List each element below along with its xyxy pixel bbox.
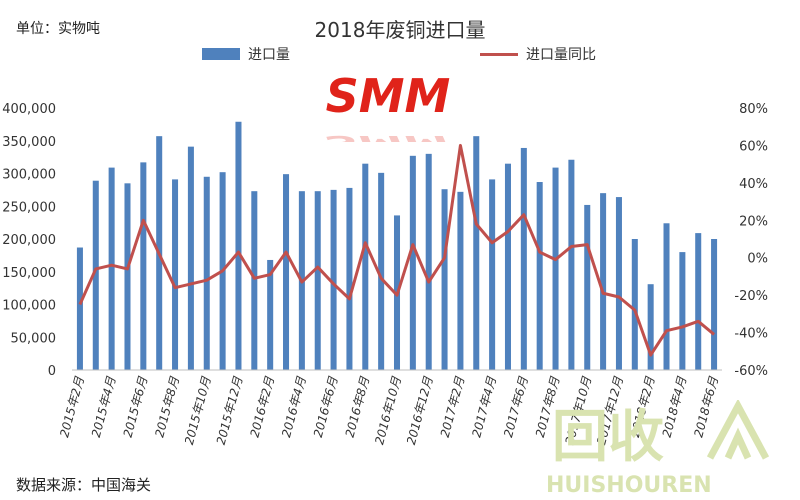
bar [203, 176, 210, 370]
legend-item-line: 进口量同比 [480, 44, 596, 64]
y-left-tick-label: 250,000 [2, 200, 56, 215]
y-left-tick-label: 350,000 [2, 135, 56, 150]
bar [346, 187, 353, 370]
y-left-tick-label: 50,000 [11, 331, 57, 346]
bar [695, 233, 702, 370]
bar [187, 146, 194, 370]
x-tick-label: 2015年4月 [89, 374, 119, 439]
x-tick-label: 2015年8月 [152, 374, 182, 439]
bar [330, 189, 337, 370]
watermark-text-en: HUISHOUREN [546, 473, 712, 496]
y-right-tick-label: 40% [739, 177, 768, 192]
x-tick-label: 2015年6月 [121, 374, 151, 439]
legend-item-bar: 进口量 [202, 44, 290, 64]
y-right-tick-label: -60% [734, 364, 768, 379]
legend-label-line: 进口量同比 [526, 47, 596, 63]
x-tick-label: 2015年12月 [214, 374, 246, 446]
x-tick-label: 2016年2月 [247, 374, 277, 439]
bar [711, 239, 718, 370]
legend-swatch-line [480, 52, 518, 56]
bar [172, 179, 179, 370]
x-tick-label: 2015年10月 [182, 374, 214, 446]
watermark-logo: 回收 HUISHOUREN [546, 400, 770, 496]
y-left-tick-label: 150,000 [2, 266, 56, 281]
x-tick-label: 2016年6月 [311, 374, 341, 439]
x-tick-label: 2017年2月 [438, 374, 468, 439]
bar [314, 191, 321, 370]
y-right-tick-label: -40% [734, 327, 768, 342]
y-right-tick-label: 20% [739, 214, 768, 229]
bar [615, 197, 622, 370]
bar [441, 189, 448, 370]
x-tick-label: 2017年6月 [501, 374, 531, 439]
bar [378, 172, 385, 370]
bar [425, 153, 432, 370]
bar [647, 284, 654, 370]
x-tick-label: 2016年8月 [343, 374, 373, 439]
x-tick-label: 2016年4月 [279, 374, 309, 439]
y-right-tick-label: 80% [739, 102, 768, 117]
bar [568, 159, 575, 370]
y-right-tick-label: 0% [747, 252, 768, 267]
bar [251, 191, 258, 370]
bar [108, 167, 115, 370]
bar [92, 180, 99, 370]
smm-logo: SMM SMM [326, 72, 451, 142]
logo-reflection: SMM [326, 131, 451, 142]
bar [600, 193, 607, 370]
y-left-tick-label: 0 [48, 364, 56, 379]
bar [504, 163, 511, 370]
x-tick-label: 2017年4月 [469, 374, 499, 439]
watermark-text-cn: 回收 [552, 405, 664, 470]
y-right-tick-label: 60% [739, 139, 768, 154]
chart-title: 2018年废铜进口量 [314, 18, 486, 42]
bar [679, 252, 686, 370]
bar [362, 163, 369, 370]
bar [267, 259, 274, 370]
bar [473, 136, 480, 370]
logo-text: SMM [326, 72, 451, 123]
bar [409, 155, 416, 370]
bar [235, 121, 242, 370]
bar [457, 191, 464, 370]
bar [76, 247, 83, 370]
bar [140, 162, 147, 370]
unit-label: 单位：实物吨 [16, 21, 100, 37]
y-left-tick-label: 100,000 [2, 299, 56, 314]
y-left-tick-label: 200,000 [2, 233, 56, 248]
legend-label-bar: 进口量 [248, 47, 290, 63]
y-left-tick-label: 400,000 [2, 102, 56, 117]
source-label: 数据来源：中国海关 [16, 476, 152, 494]
bar [489, 179, 496, 370]
bar [631, 239, 638, 370]
bar [663, 223, 670, 370]
bar [124, 183, 131, 370]
bar [520, 147, 527, 370]
legend-swatch-bar [202, 48, 240, 60]
watermark-flame-icon [706, 400, 770, 460]
y-left-tick-label: 300,000 [2, 168, 56, 183]
yoy-line [78, 143, 716, 357]
y-right-tick-label: -20% [734, 289, 768, 304]
bar [536, 182, 543, 370]
x-tick-label: 2016年12月 [404, 374, 436, 446]
x-tick-label: 2015年2月 [57, 374, 87, 439]
bar [552, 167, 559, 370]
x-tick-label: 2016年10月 [372, 374, 404, 446]
bar [584, 204, 591, 370]
bar [283, 174, 290, 370]
